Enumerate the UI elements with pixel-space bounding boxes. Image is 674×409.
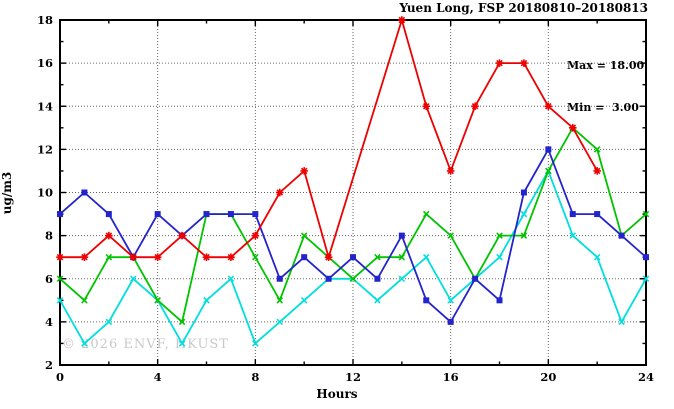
data-point-marker [447, 232, 454, 239]
data-point-marker [252, 340, 259, 347]
data-point-marker [374, 275, 381, 282]
data-point-marker [422, 253, 430, 261]
data-point-marker [203, 297, 210, 304]
y-tick-label: 12 [37, 142, 53, 156]
data-point-marker [569, 211, 576, 218]
data-point-marker [276, 297, 284, 304]
data-point-marker [398, 275, 406, 283]
data-point-marker [374, 253, 381, 261]
data-point-marker [252, 211, 259, 218]
y-tick-label: 4 [45, 315, 53, 329]
data-point-marker [642, 275, 650, 283]
y-tick-label: 2 [45, 358, 53, 372]
data-point-marker [129, 275, 137, 283]
data-point-marker [472, 275, 479, 282]
data-point-marker [105, 211, 112, 218]
data-point-marker [56, 297, 64, 304]
data-point-marker [423, 297, 430, 304]
y-tick-label: 18 [37, 13, 53, 27]
data-point-marker [496, 297, 503, 304]
data-point-marker [227, 211, 234, 218]
data-point-marker [276, 318, 284, 326]
data-point-marker [300, 232, 308, 239]
data-point-marker [301, 254, 308, 261]
data-point-marker [618, 318, 625, 326]
data-point-marker [398, 232, 405, 239]
watermark: © 2026 ENVF, HKUST [62, 337, 229, 352]
x-tick-label: 20 [540, 370, 556, 384]
x-tick-label: 12 [345, 370, 361, 384]
data-point-marker [545, 146, 552, 153]
y-axis-label: ug/m3 [0, 171, 14, 215]
data-point-marker [520, 232, 528, 239]
y-tick-label: 16 [37, 56, 53, 70]
data-point-marker [325, 275, 332, 282]
data-point-marker [447, 318, 454, 325]
data-point-marker [252, 253, 259, 261]
data-point-marker [496, 232, 503, 239]
data-point-marker [154, 211, 161, 218]
y-tick-label: 6 [45, 272, 53, 286]
data-point-marker [447, 297, 454, 304]
y-tick-label: 14 [37, 99, 53, 113]
x-tick-label: 24 [638, 370, 654, 384]
data-point-marker [569, 232, 577, 239]
data-point-marker [178, 318, 186, 326]
data-point-marker [520, 189, 527, 196]
data-point-marker [593, 253, 601, 261]
data-point-marker [398, 253, 406, 261]
x-tick-label: 4 [154, 370, 162, 384]
data-point-marker [203, 211, 210, 218]
data-point-marker [496, 253, 503, 261]
x-tick-label: 0 [56, 370, 64, 384]
data-point-marker [593, 146, 601, 153]
data-point-marker [105, 253, 113, 261]
plot-border [59, 19, 647, 366]
legend-min-label: Min = 3.00 [567, 101, 639, 114]
data-point-marker [81, 189, 88, 196]
data-point-marker [520, 210, 528, 218]
y-tick-label: 8 [45, 229, 53, 243]
data-point-marker [300, 297, 308, 304]
y-tick-label: 10 [37, 186, 53, 200]
data-point-marker [374, 297, 381, 304]
data-point-marker [276, 275, 283, 282]
data-point-marker [56, 275, 64, 283]
data-point-marker [227, 275, 235, 283]
data-point-marker [81, 297, 88, 304]
data-point-marker [81, 340, 88, 347]
chart-title: Yuen Long, FSP 20180810–20180813 [399, 1, 648, 15]
data-point-marker [545, 167, 552, 175]
data-point-marker [57, 211, 63, 218]
data-point-marker [105, 318, 113, 326]
data-point-marker [643, 254, 649, 261]
data-point-marker [422, 210, 430, 218]
data-point-marker [594, 211, 601, 218]
data-point-marker [618, 232, 625, 239]
legend-box: Max = 18.00 Min = 3.00 [567, 31, 644, 143]
legend-max-label: Max = 18.00 [567, 59, 645, 72]
data-point-marker [642, 210, 650, 218]
x-tick-label: 16 [443, 370, 459, 384]
data-point-marker [154, 297, 161, 304]
data-point-marker [178, 340, 186, 347]
x-axis-label: Hours [316, 387, 358, 401]
data-point-marker [350, 254, 356, 261]
data-point-marker [349, 275, 357, 283]
x-tick-label: 8 [251, 370, 259, 384]
